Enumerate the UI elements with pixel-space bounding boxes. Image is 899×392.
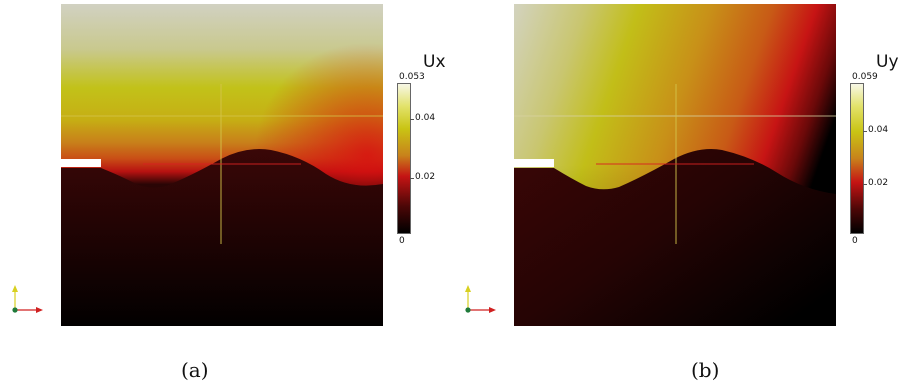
ux-field-image [61,4,383,326]
uy-field-plot [514,4,836,326]
colorbar-tick-label: 0.02 [415,172,436,182]
colorbar-tick [410,119,414,120]
panel-b: Uy 0.059 0.04 0.02 0 (b) [453,0,899,392]
panel-a: Ux 0.053 0.04 0.02 0 (a) [12,4,446,382]
colorbar-min-label: 0 [852,236,858,246]
colorbar-tick-label: 0.02 [868,178,889,188]
uy-field-image [514,4,836,326]
colorbar-tick [863,184,867,185]
colorbar-tick [410,178,414,179]
panel-caption: (b) [691,358,720,382]
inlet-step [61,159,101,167]
panel-caption: (a) [181,358,209,382]
lower-region [61,149,383,326]
lower-region [514,149,836,326]
axes-orientation-icon [12,285,43,313]
colorbar-max-label: 0.053 [399,72,425,82]
inlet-step [514,159,554,167]
colorbar [397,83,411,234]
colorbar-min-label: 0 [399,236,405,246]
axes-orientation-icon [465,285,496,313]
colorbar-tick-label: 0.04 [868,125,889,135]
colorbar-tick [863,131,867,132]
colorbar-max-label: 0.059 [852,72,878,82]
colorbar-tick-label: 0.04 [415,113,436,123]
ux-field-plot [61,4,383,326]
colorbar-title: Uy [876,52,899,72]
colorbar-title: Ux [423,52,446,72]
colorbar [850,83,864,234]
